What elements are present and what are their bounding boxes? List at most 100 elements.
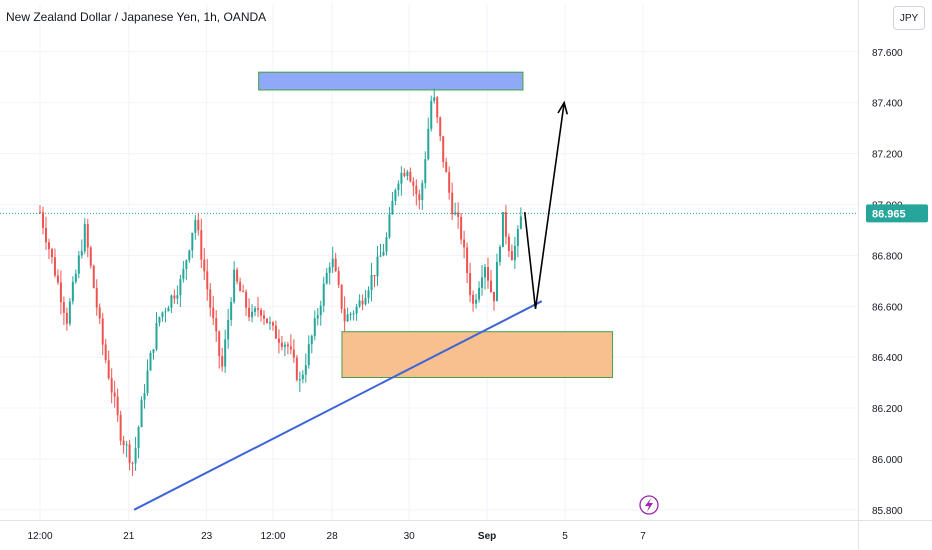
candle xyxy=(227,320,230,340)
candle xyxy=(385,237,388,252)
candle xyxy=(379,255,382,257)
candle xyxy=(39,212,41,214)
candle xyxy=(454,212,457,215)
candle xyxy=(152,349,155,353)
projection-path[interactable] xyxy=(523,102,565,309)
candle xyxy=(224,339,227,367)
y-tick-label: 86.800 xyxy=(872,251,903,262)
candle xyxy=(445,161,448,173)
candle xyxy=(265,318,268,323)
candle xyxy=(131,462,134,464)
candle xyxy=(478,287,481,300)
candle xyxy=(373,275,376,277)
candle xyxy=(77,255,80,274)
candle xyxy=(188,250,191,261)
candle xyxy=(212,307,215,319)
candle xyxy=(504,212,507,237)
candle xyxy=(143,393,146,400)
candle xyxy=(406,171,409,177)
candle xyxy=(460,216,463,240)
y-tick-label: 87.200 xyxy=(872,150,903,161)
candle xyxy=(433,97,436,101)
candle xyxy=(173,295,176,299)
candle xyxy=(161,312,164,318)
candle xyxy=(439,117,442,137)
candle xyxy=(346,314,349,322)
candle xyxy=(56,275,59,283)
candle xyxy=(292,349,295,358)
candle xyxy=(44,227,47,243)
candle xyxy=(221,356,224,367)
candle xyxy=(484,267,487,278)
candle xyxy=(164,311,167,313)
candle xyxy=(352,313,355,315)
candle xyxy=(403,172,406,177)
candle xyxy=(50,249,53,258)
current-price-label: 86.965 xyxy=(872,208,906,220)
candle xyxy=(47,242,50,250)
candle xyxy=(257,308,260,310)
candle xyxy=(507,236,510,252)
candle xyxy=(466,247,469,274)
candle xyxy=(325,272,328,284)
candle xyxy=(86,224,89,248)
candle xyxy=(89,247,92,266)
candle xyxy=(331,258,334,268)
candle xyxy=(83,224,86,252)
trendline[interactable] xyxy=(133,300,543,511)
candle xyxy=(197,219,200,231)
candle xyxy=(400,172,403,184)
candle xyxy=(307,344,310,366)
candle xyxy=(516,229,519,246)
candle xyxy=(376,256,379,277)
candle xyxy=(388,214,391,238)
candle xyxy=(68,301,71,324)
candle xyxy=(113,392,116,397)
candle xyxy=(149,352,152,371)
candle xyxy=(310,336,313,345)
support-zone[interactable] xyxy=(341,331,614,379)
candle xyxy=(263,315,265,319)
candle xyxy=(283,344,286,347)
candle xyxy=(367,290,370,298)
candle xyxy=(343,308,346,322)
candle xyxy=(418,194,421,201)
candle xyxy=(179,279,182,296)
candle xyxy=(206,271,209,290)
candle xyxy=(328,267,331,273)
candle xyxy=(74,273,77,282)
symbol-title: New Zealand Dollar / Japanese Yen, 1h, O… xyxy=(6,10,267,24)
candle xyxy=(340,284,343,309)
candle xyxy=(122,440,125,446)
candle xyxy=(245,291,248,308)
candle xyxy=(236,269,239,282)
arrow-head-icon xyxy=(557,100,569,115)
candle xyxy=(394,189,397,202)
y-tick-label: 87.400 xyxy=(872,99,903,110)
resistance-zone[interactable] xyxy=(258,71,524,91)
candle xyxy=(409,171,412,182)
candle xyxy=(442,136,445,162)
candle xyxy=(158,317,161,323)
candle xyxy=(248,307,251,318)
candle xyxy=(134,448,137,464)
candle xyxy=(104,344,107,361)
candle xyxy=(200,230,203,260)
candle xyxy=(412,181,415,186)
currency-button[interactable]: JPY xyxy=(893,6,925,30)
candle xyxy=(65,312,68,324)
x-tick-label: 21 xyxy=(123,531,135,542)
candle xyxy=(274,325,277,339)
candle xyxy=(185,260,188,270)
candle xyxy=(176,295,179,299)
candle xyxy=(448,172,451,193)
y-tick-label: 86.200 xyxy=(872,404,903,415)
candle xyxy=(271,322,274,326)
x-tick-label: 5 xyxy=(562,531,568,542)
candle xyxy=(424,159,427,184)
candle xyxy=(495,261,498,302)
candle xyxy=(355,306,358,314)
candle xyxy=(107,360,110,379)
candle xyxy=(322,283,325,306)
